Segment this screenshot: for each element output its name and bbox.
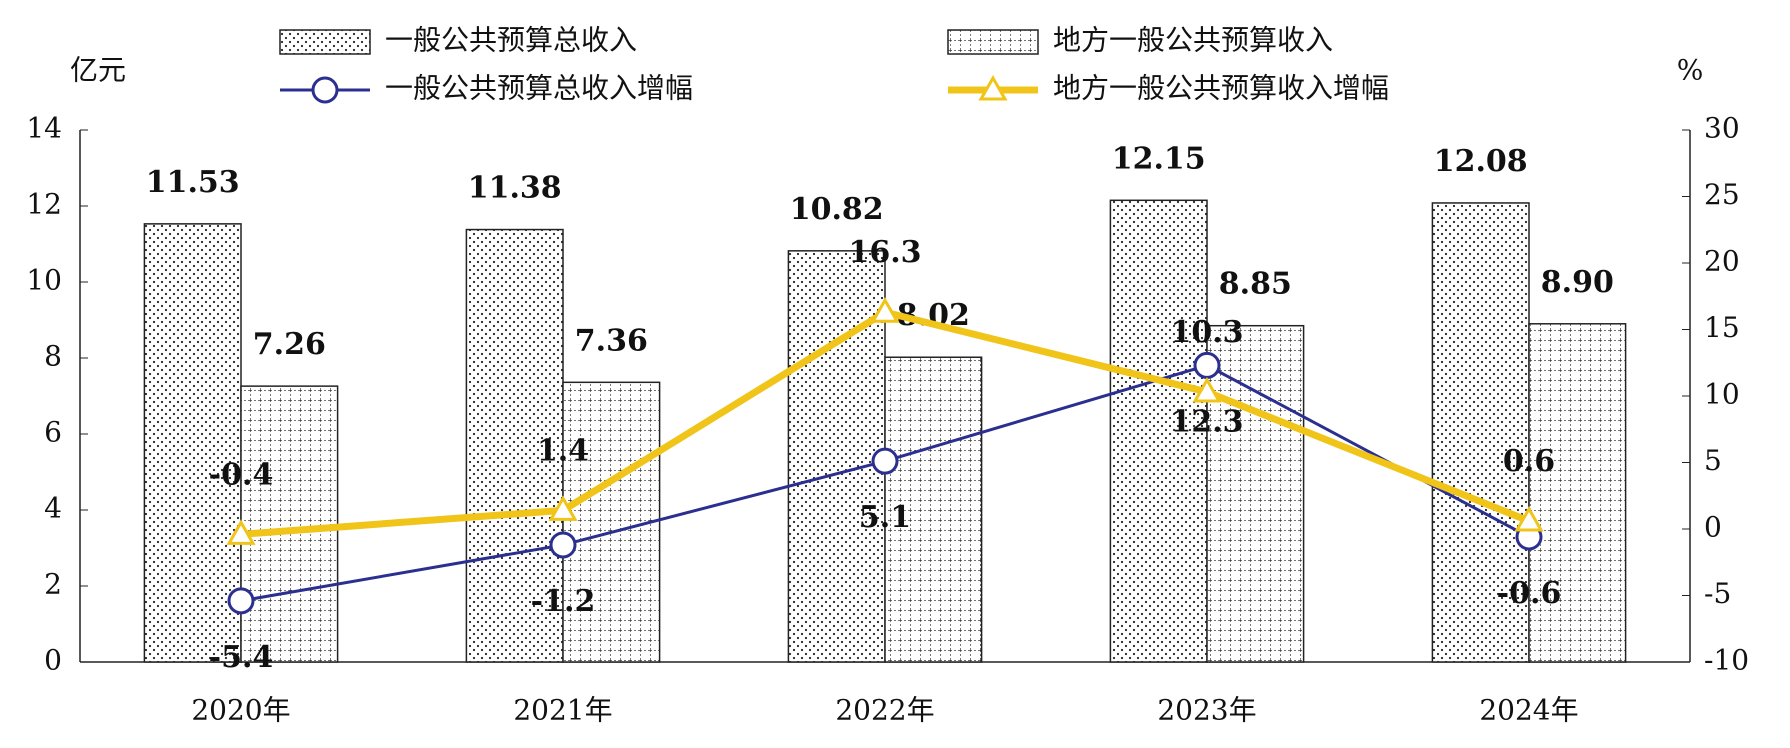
line-value-label: -0.4 (209, 457, 274, 492)
line-marker (226, 519, 256, 545)
y2-tick-label: 10 (1704, 378, 1740, 411)
line-marker (1193, 351, 1221, 379)
y2-tick-label: 25 (1704, 178, 1740, 211)
bar (1206, 324, 1305, 663)
legend-swatch (947, 29, 1039, 55)
y-tick-label: 2 (44, 568, 62, 601)
y-tick-label: 10 (26, 264, 62, 297)
line-value-label: -0.6 (1497, 576, 1562, 611)
x-tick-label: 2022年 (835, 694, 934, 727)
y2-tick-label: -5 (1704, 577, 1731, 610)
y-axis-unit: 亿元 (70, 54, 126, 87)
line-value-label: 10.3 (1170, 315, 1243, 350)
legend-label: 一般公共预算总收入 (385, 24, 637, 57)
line-value-label: -5.4 (209, 640, 274, 675)
x-tick-label: 2021年 (513, 694, 612, 727)
y2-tick-label: 5 (1704, 444, 1722, 477)
bar (787, 250, 886, 663)
line-marker (1192, 376, 1222, 403)
legend-marker (311, 76, 339, 104)
line-value-label: 1.4 (537, 433, 589, 468)
y2-tick-label: 15 (1704, 311, 1740, 344)
bar (1528, 323, 1627, 663)
y2-tick-label: -10 (1704, 644, 1749, 677)
bar-value-label: 11.38 (468, 171, 562, 206)
x-tick-label: 2023年 (1157, 694, 1256, 727)
y-tick-label: 14 (26, 112, 62, 145)
bar-value-label: 8.85 (1219, 267, 1292, 302)
line-marker (1514, 505, 1544, 532)
line-marker (871, 447, 899, 475)
line-marker (870, 297, 900, 323)
y2-axis-unit: % (1677, 54, 1704, 87)
line-value-label: -1.2 (531, 584, 596, 619)
line-value-label: 5.1 (859, 500, 911, 535)
x-tick-label: 2024年 (1479, 694, 1578, 727)
line-marker (549, 531, 577, 559)
bar-value-label: 7.36 (575, 323, 648, 358)
bar-value-label: 10.82 (790, 192, 884, 227)
legend-label: 一般公共预算总收入增幅 (385, 72, 693, 105)
y-tick-label: 8 (44, 340, 62, 373)
line-value-label: 0.6 (1503, 444, 1555, 479)
y2-tick-label: 30 (1704, 112, 1740, 145)
bar (465, 228, 564, 663)
bar-value-label: 12.08 (1434, 144, 1528, 179)
bar-value-label: 12.15 (1112, 141, 1206, 176)
y-tick-label: 0 (44, 644, 62, 677)
line-marker (227, 587, 255, 615)
bar (884, 356, 983, 663)
bar (1109, 199, 1208, 663)
bar (240, 385, 339, 663)
line-value-label: 16.3 (848, 235, 921, 270)
legend-swatch (279, 29, 371, 55)
bar-value-label: 8.90 (1541, 265, 1614, 300)
legend-marker (978, 74, 1008, 101)
bar (1431, 202, 1530, 663)
y2-tick-label: 0 (1704, 511, 1722, 544)
y-tick-label: 4 (44, 492, 62, 525)
x-tick-label: 2020年 (191, 694, 290, 727)
y-tick-label: 6 (44, 416, 62, 449)
bar-value-label: 7.26 (253, 327, 326, 362)
y2-tick-label: 20 (1704, 245, 1740, 278)
bar (562, 381, 661, 663)
legend-label: 地方一般公共预算收入增幅 (1053, 72, 1389, 105)
line-value-label: 12.3 (1170, 404, 1243, 439)
legend-label: 地方一般公共预算收入 (1053, 24, 1333, 57)
y-tick-label: 12 (26, 188, 62, 221)
bar (143, 223, 242, 663)
line-marker (548, 495, 578, 521)
bar-value-label: 11.53 (146, 165, 240, 200)
